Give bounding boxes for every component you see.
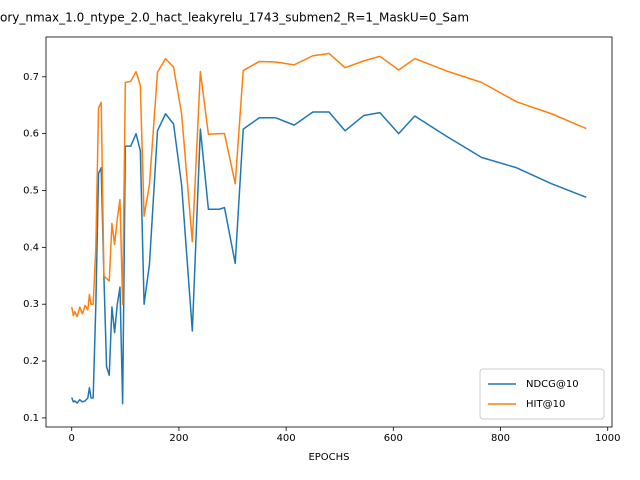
legend: NDCG@10 HIT@10 — [479, 368, 605, 420]
x-tick-label: 1000 — [595, 433, 620, 444]
y-tick-label: 0.3 — [23, 299, 39, 310]
legend-label: HIT@10 — [526, 399, 565, 410]
y-tick-label: 0.7 — [23, 72, 39, 83]
legend-box — [479, 368, 605, 420]
x-tick-label: 400 — [277, 433, 296, 444]
legend-label: NDCG@10 — [526, 379, 579, 390]
y-tick-label: 0.5 — [23, 185, 39, 196]
x-tick-label: 600 — [384, 433, 403, 444]
y-tick-label: 0.1 — [23, 413, 39, 424]
y-tick-label: 0.2 — [23, 356, 39, 367]
x-tick-label: 800 — [491, 433, 510, 444]
x-axis-label: EPOCHS — [308, 452, 349, 463]
series-line — [71, 111, 587, 405]
y-tick-label: 0.6 — [23, 129, 39, 140]
plot-frame — [45, 36, 613, 428]
series-line — [70, 52, 587, 318]
x-tick-label: 0 — [69, 433, 75, 444]
chart-title: ory_nmax_1.0_ntype_2.0_hact_leakyrelu_17… — [0, 11, 469, 25]
y-tick-label: 0.4 — [23, 242, 39, 253]
x-tick-label: 200 — [169, 433, 188, 444]
